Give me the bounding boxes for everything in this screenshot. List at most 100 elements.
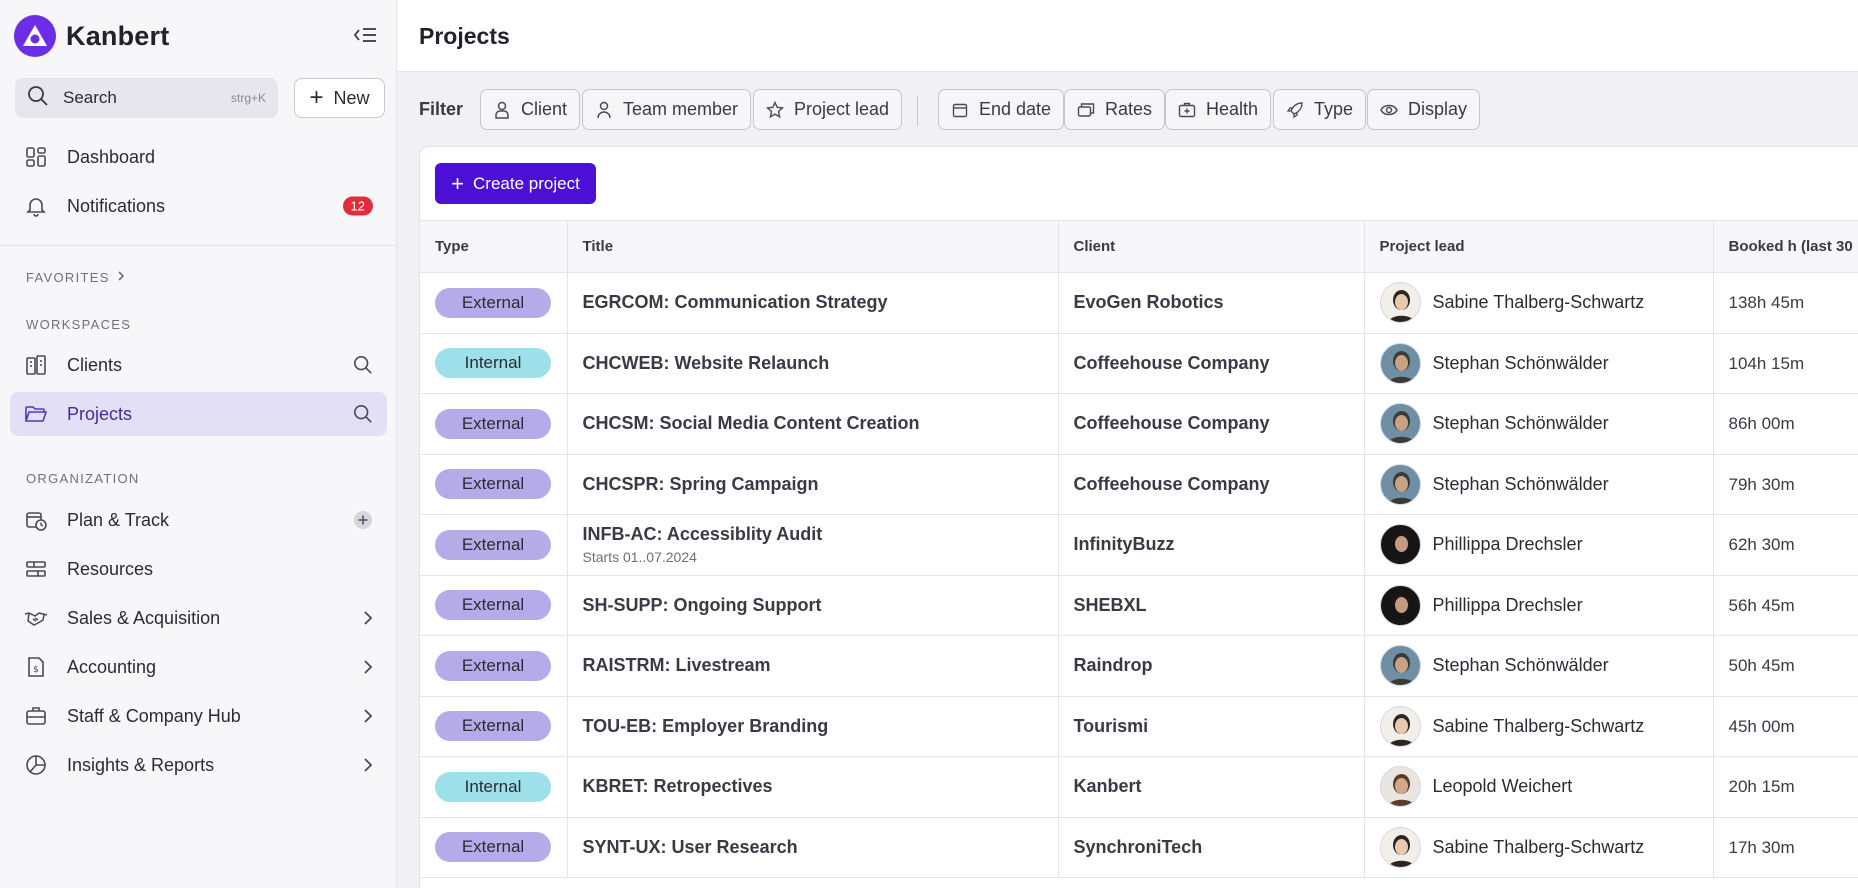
table-row[interactable]: Internal CHCWEB: Website Relaunch Coffeeho… (420, 333, 1858, 394)
project-lead-cell[interactable]: Phillippa Drechsler (1364, 514, 1714, 576)
filter-chip-project-lead[interactable]: Project lead (753, 89, 903, 130)
client-cell[interactable]: Coffeehouse Company (1058, 393, 1365, 455)
client-cell[interactable]: SynchroniTech (1058, 817, 1365, 878)
project-title[interactable]: INFB-AC: Accessiblity Audit (582, 524, 823, 545)
create-project-button[interactable]: + Create project (435, 163, 596, 204)
organization-label: ORGANIZATION (26, 471, 140, 486)
title-cell[interactable]: CHCWEB: Website Relaunch (567, 333, 1059, 394)
title-cell[interactable]: CHCSPR: Spring Campaign (567, 454, 1059, 515)
title-cell[interactable]: TOU-EB: Employer Branding (567, 696, 1059, 757)
project-title[interactable]: SYNT-UX: User Research (582, 836, 798, 857)
brand[interactable]: Kanbert (14, 14, 169, 58)
table-row[interactable]: External CHCSPR: Spring Campaign Coffeehou… (420, 454, 1858, 515)
search-input[interactable]: Search strg+K (15, 78, 278, 118)
sidebar-item-resources[interactable]: Resources (10, 547, 387, 591)
filter-chip-health[interactable]: Health (1165, 89, 1272, 130)
table-row[interactable]: External CHCSM: Social Media Content Crea… (420, 393, 1858, 455)
sidebar-item-staff-company-hub[interactable]: Staff & Company Hub (10, 694, 387, 738)
filter-chip-label: Project lead (794, 99, 890, 119)
projects-panel: + Create project Type Title Client Proje… (419, 146, 1858, 888)
project-lead-cell[interactable]: Stephan Schönwälder (1364, 393, 1714, 455)
sidebar-item-plan-track[interactable]: Plan & Track (10, 498, 387, 542)
project-title[interactable]: CHCSM: Social Media Content Creation (582, 413, 920, 434)
project-title[interactable]: SH-SUPP: Ongoing Support (582, 594, 822, 615)
title-cell[interactable]: CHCSM: Social Media Content Creation (567, 393, 1059, 455)
plus-icon: + (309, 84, 324, 111)
project-title[interactable]: TOU-EB: Employer Branding (582, 715, 829, 736)
add-circle-icon[interactable] (353, 510, 373, 530)
client-name[interactable]: Tourismi (1073, 715, 1149, 736)
client-name[interactable]: Coffeehouse Company (1073, 413, 1270, 434)
project-title[interactable]: EGRCOM: Communication Strategy (582, 292, 888, 313)
folder-icon (24, 402, 48, 426)
column-header-title[interactable]: Title (567, 220, 1059, 273)
sidebar-item-sales-acquisition[interactable]: Sales & Acquisition (10, 596, 387, 640)
project-title[interactable]: KBRET: Retropectives (582, 776, 773, 797)
sidebar-item-notifications[interactable]: Notifications 12 (10, 184, 387, 228)
client-cell[interactable]: InfinityBuzz (1058, 514, 1365, 576)
table-row[interactable]: External TOU-EB: Employer Branding Tourism… (420, 696, 1858, 757)
table-row[interactable]: External SH-SUPP: Ongoing Support SHEBXL Ph… (420, 575, 1858, 636)
column-header-type[interactable]: Type (420, 220, 568, 273)
client-cell[interactable]: Tourismi (1058, 696, 1365, 757)
title-cell[interactable]: KBRET: Retropectives (567, 756, 1059, 818)
sidebar-item-clients[interactable]: Clients (10, 343, 387, 387)
client-cell[interactable]: EvoGen Robotics (1058, 272, 1365, 334)
client-cell[interactable]: Coffeehouse Company (1058, 454, 1365, 515)
client-name[interactable]: SHEBXL (1073, 594, 1147, 615)
collapse-sidebar-icon[interactable] (352, 24, 378, 46)
title-cell[interactable]: RAISTRM: Livestream (567, 635, 1059, 697)
filter-chip-end-date[interactable]: End date (938, 89, 1065, 130)
client-name[interactable]: Coffeehouse Company (1073, 352, 1270, 373)
sidebar-item-label: Insights & Reports (67, 754, 215, 775)
project-lead-cell[interactable]: Sabine Thalberg-Schwartz (1364, 272, 1714, 334)
project-lead-cell[interactable]: Sabine Thalberg-Schwartz (1364, 817, 1714, 878)
sidebar-item-accounting[interactable]: $ Accounting (10, 645, 387, 689)
table-row[interactable]: External EGRCOM: Communication Strategy Ev… (420, 272, 1858, 334)
column-header-client[interactable]: Client (1058, 220, 1365, 273)
project-lead-cell[interactable]: Sabine Thalberg-Schwartz (1364, 696, 1714, 757)
project-lead-cell[interactable]: Stephan Schönwälder (1364, 333, 1714, 394)
building-icon (24, 353, 48, 377)
table-row[interactable]: Internal KBRET: Retropectives Kanbert Leopo… (420, 756, 1858, 818)
favorites-section-toggle[interactable]: FAVORITES (26, 270, 126, 285)
client-cell[interactable]: Coffeehouse Company (1058, 333, 1365, 394)
sidebar-item-insights-reports[interactable]: Insights & Reports (10, 743, 387, 787)
client-name[interactable]: Kanbert (1073, 776, 1142, 797)
project-lead-cell[interactable]: Leopold Weichert (1364, 756, 1714, 818)
project-title[interactable]: CHCWEB: Website Relaunch (582, 352, 830, 373)
title-cell[interactable]: SH-SUPP: Ongoing Support (567, 575, 1059, 636)
column-header-project-lead[interactable]: Project lead (1364, 220, 1714, 273)
title-cell[interactable]: SYNT-UX: User Research (567, 817, 1059, 878)
client-name[interactable]: Coffeehouse Company (1073, 473, 1270, 494)
table-row[interactable]: External INFB-AC: Accessiblity Audit Start… (420, 514, 1858, 576)
project-title[interactable]: RAISTRM: Livestream (582, 655, 771, 676)
project-title[interactable]: CHCSPR: Spring Campaign (582, 473, 819, 494)
filter-chip-type[interactable]: Type (1273, 89, 1367, 130)
table-row[interactable]: External RAISTRM: Livestream Raindrop Steph… (420, 635, 1858, 697)
client-name[interactable]: SynchroniTech (1073, 836, 1203, 857)
title-cell[interactable]: EGRCOM: Communication Strategy (567, 272, 1059, 334)
project-lead-cell[interactable]: Stephan Schönwälder (1364, 454, 1714, 515)
search-icon[interactable] (353, 355, 373, 375)
client-cell[interactable]: SHEBXL (1058, 575, 1365, 636)
filter-chip-display[interactable]: Display (1367, 89, 1481, 130)
filter-chip-team-member[interactable]: Team member (582, 89, 752, 130)
client-cell[interactable]: Raindrop (1058, 635, 1365, 697)
column-header-booked-hours[interactable]: Booked h (last 30 (1713, 220, 1858, 273)
client-name[interactable]: EvoGen Robotics (1073, 292, 1224, 313)
table-row[interactable]: External SYNT-UX: User Research SynchroniT… (420, 817, 1858, 878)
new-button[interactable]: + New (294, 78, 385, 118)
project-lead-cell[interactable]: Stephan Schönwälder (1364, 635, 1714, 697)
client-cell[interactable]: Kanbert (1058, 756, 1365, 818)
sidebar-item-projects[interactable]: Projects (10, 392, 387, 436)
search-icon[interactable] (353, 404, 373, 424)
brand-name: Kanbert (66, 20, 170, 51)
sidebar-item-dashboard[interactable]: Dashboard (10, 135, 387, 179)
title-cell[interactable]: INFB-AC: Accessiblity Audit Starts 01..07… (567, 514, 1059, 576)
client-name[interactable]: Raindrop (1073, 655, 1153, 676)
project-lead-cell[interactable]: Phillippa Drechsler (1364, 575, 1714, 636)
client-name[interactable]: InfinityBuzz (1073, 534, 1175, 555)
filter-chip-rates[interactable]: Rates (1064, 89, 1166, 130)
filter-chip-client[interactable]: Client (480, 89, 581, 130)
